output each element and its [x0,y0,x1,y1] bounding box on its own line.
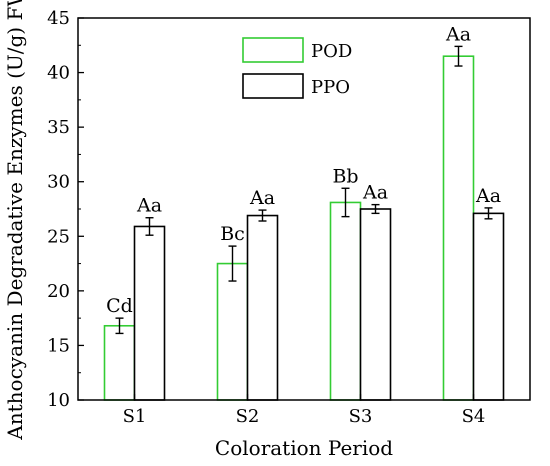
y-tick-label-40: 40 [47,63,70,84]
legend-label-ppo: PPO [311,77,350,98]
x-tick-label-s4: S4 [462,406,486,427]
significance-label-ppo-s1: Aa [136,195,162,217]
significance-label-ppo-s3: Aa [362,182,388,204]
significance-label-ppo-s2: Aa [249,187,275,209]
significance-label-pod-s4: Aa [445,23,471,45]
significance-label-pod-s1: Cd [106,295,133,317]
x-axis-label: Coloration Period [215,436,393,460]
y-tick-label-30: 30 [47,172,70,193]
x-tick-label-s1: S1 [123,406,147,427]
x-tick-label-s3: S3 [349,406,373,427]
y-axis-label: Anthocyanin Degradative Enzymes (U/g) FW… [3,0,27,441]
axes-layer: 10 15 20 25 30 35 40 45 S1 S2 S3 S4 [47,8,531,427]
significance-label-ppo-s4: Aa [475,185,501,207]
y-tick-label-15: 15 [47,335,70,356]
significance-label-pod-s2: Bc [220,223,245,245]
bar-ppo-s4 [472,212,505,401]
y-tick-label-35: 35 [47,117,70,138]
legend-label-pod: POD [311,41,352,62]
y-tick-label-20: 20 [47,281,70,302]
bar-pod-s3 [329,201,362,401]
y-tick-label-10: 10 [47,390,70,411]
bar-ppo-s1 [133,225,166,401]
bar-ppo-s3 [359,208,392,401]
legend: POD PPO [242,37,352,99]
significance-label-pod-s3: Bb [332,165,358,187]
bar-pod-s1 [103,324,136,401]
legend-swatch-ppo [242,73,304,99]
bar-ppo-s2 [246,214,279,401]
bar-pod-s4 [442,55,475,401]
x-tick-label-s2: S2 [236,406,260,427]
y-tick-label-45: 45 [47,8,70,29]
legend-swatch-pod [242,37,304,63]
y-tick-label-25: 25 [47,226,70,247]
bar-pod-s2 [216,262,249,401]
